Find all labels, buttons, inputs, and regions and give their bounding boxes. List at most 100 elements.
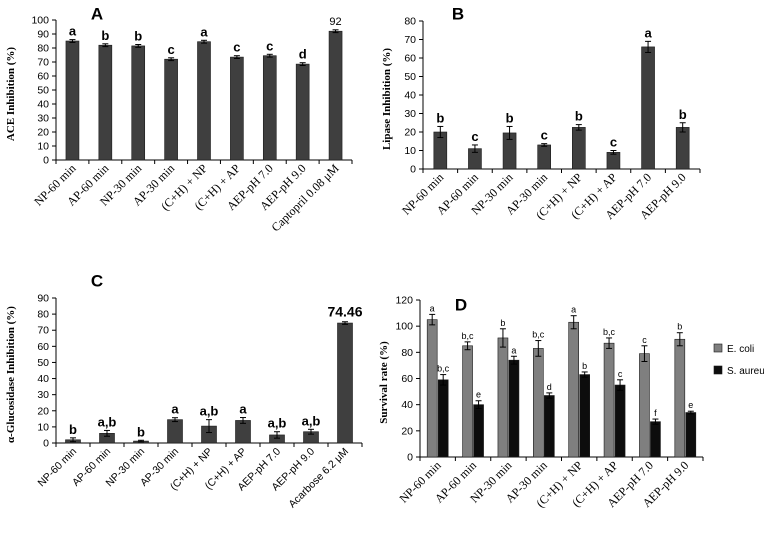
panel-a: A ACE Inhibition (%) 0 10 20 30 40 50 60 70 80 90 10… <box>5 4 353 234</box>
y-tick-label: 100 <box>395 321 413 333</box>
y-tick-label: 10 <box>37 141 49 153</box>
bar-aep-ph-9-0-significance-letter: a,b <box>302 413 321 428</box>
y-tick-label: 90 <box>37 29 49 41</box>
series-e-coli-aep-ph-7-0-significance-letter: c <box>642 335 647 345</box>
y-tick-label: 60 <box>37 341 49 353</box>
bar-c-h-ap-bar <box>230 56 244 161</box>
bar-ap-60-min-significance-letter: c <box>471 129 478 144</box>
series-e-coli-ap-60-min-significance-letter: b,c <box>462 331 475 341</box>
bar-np-30-min-significance-letter: b <box>137 424 145 439</box>
y-tick-label: 10 <box>37 421 49 433</box>
bar-aep-ph-9-0-significance-letter: b <box>679 107 687 122</box>
y-tick-label: 40 <box>404 90 416 102</box>
series-s-aureus-c-h-ap-significance-letter: c <box>618 369 623 379</box>
y-tick-label: 60 <box>404 53 416 65</box>
panel-letter: C <box>91 271 103 290</box>
data-label-acarbose-6-2-m: 74.46 <box>327 304 362 320</box>
series-e-coli-aep-ph-7-0-bar <box>639 353 650 458</box>
bar-ap-30-min-bar <box>167 419 183 444</box>
series-s-aureus-ap-30-min-bar <box>544 395 555 458</box>
legend-label-e-coli: E. coli <box>727 344 754 355</box>
series-e-coli-aep-ph-9-0-bar <box>674 338 686 458</box>
series-e-coli-np-30-min-bar <box>497 337 509 458</box>
series-e-coli-c-h-ap-bar <box>603 342 615 458</box>
y-tick-label: 100 <box>31 15 49 27</box>
y-tick-label: 10 <box>404 145 416 157</box>
bar-c-h-np-bar <box>197 41 211 161</box>
series-e-coli-np-30-min-significance-letter: b <box>500 318 505 328</box>
y-tick-label: 90 <box>37 293 49 305</box>
data-label-captopril-0-08-m: 92 <box>329 16 341 28</box>
y-tick-label: 80 <box>37 309 49 321</box>
bar-aep-ph-9-0-significance-letter: d <box>299 47 307 62</box>
series-s-aureus-ap-60-min-significance-letter: e <box>476 390 481 400</box>
y-tick-label: 80 <box>404 16 416 28</box>
y-tick-label: 20 <box>37 405 49 417</box>
y-tick-label: 70 <box>37 57 49 69</box>
series-s-aureus-ap-30-min-significance-letter: d <box>547 382 552 392</box>
y-tick-label: 40 <box>401 399 413 411</box>
y-tick-label: 50 <box>404 71 416 83</box>
y-tick-label: 70 <box>37 325 49 337</box>
series-e-coli-np-60-min-significance-letter: a <box>430 303 435 313</box>
bar-c-h-ap-significance-letter: c <box>233 40 240 55</box>
bar-ap-30-min-bar <box>164 58 178 161</box>
bar-c-h-np-significance-letter: a <box>200 24 208 39</box>
series-e-coli-np-60-min-bar <box>426 319 438 458</box>
panel-letter: B <box>452 4 464 23</box>
bar-np-30-min-significance-letter: b <box>506 110 514 125</box>
series-s-aureus-np-30-min-significance-letter: a <box>511 345 516 355</box>
y-axis-label: ACE Inhibition (%) <box>5 47 17 141</box>
y-tick-label: 70 <box>404 34 416 46</box>
bar-ap-30-min-significance-letter: a <box>171 402 179 417</box>
y-axis-label: Survival rate (%) <box>378 341 390 424</box>
series-s-aureus-c-h-ap-bar <box>614 384 626 458</box>
y-axis-label: Lipase Inhibition (%) <box>381 48 393 150</box>
bar-aep-ph-9-0-bar <box>675 127 690 170</box>
bar-ap-60-min-bar <box>98 44 113 161</box>
bar-captopril-0-08-m-bar <box>328 30 343 161</box>
legend-label-s-aureus: S. aureus <box>727 366 764 377</box>
bar-aep-ph-7-0-significance-letter: a <box>644 25 652 40</box>
bar-c-h-ap-significance-letter: c <box>610 135 617 150</box>
series-s-aureus-aep-ph-9-0-significance-letter: e <box>688 400 693 410</box>
y-tick-label: 60 <box>401 373 413 385</box>
panel-letter: A <box>91 4 103 23</box>
y-tick-label: 30 <box>37 389 49 401</box>
bar-c-h-ap-significance-letter: a <box>239 402 247 417</box>
panel-letter: D <box>455 295 467 314</box>
series-s-aureus-np-60-min-significance-letter: b,c <box>437 364 450 374</box>
series-s-aureus-aep-ph-7-0-bar <box>650 421 661 458</box>
series-s-aureus-aep-ph-7-0-significance-letter: f <box>654 408 657 418</box>
series-s-aureus-aep-ph-9-0-bar <box>685 412 697 458</box>
bar-acarbose-6-2-m-bar <box>337 322 353 444</box>
y-tick-label: 120 <box>395 295 413 307</box>
bar-ap-30-min-significance-letter: c <box>167 42 174 57</box>
series-e-coli-ap-30-min-significance-letter: b,c <box>532 330 545 340</box>
y-tick-label: 80 <box>37 43 49 55</box>
series-e-coli-ap-60-min-bar <box>462 345 473 458</box>
bar-aep-ph-9-0-bar <box>295 63 310 161</box>
bar-ap-60-min-significance-letter: a,b <box>98 414 117 429</box>
bar-np-60-min-significance-letter: a <box>69 24 77 39</box>
legend-swatch-e-coli <box>713 343 723 353</box>
y-tick-label: 30 <box>37 113 49 125</box>
y-tick-label: 0 <box>43 438 49 450</box>
series-e-coli-ap-30-min-bar <box>533 348 544 458</box>
y-tick-label: 20 <box>37 127 49 139</box>
bar-c-h-np-significance-letter: a,b <box>200 404 219 419</box>
bar-c-h-ap-bar <box>606 152 621 170</box>
series-e-coli-c-h-np-bar <box>568 321 579 458</box>
bar-np-60-min-significance-letter: b <box>69 422 77 437</box>
series-e-coli-aep-ph-9-0-significance-letter: b <box>677 322 682 332</box>
series-s-aureus-c-h-np-bar <box>579 374 590 458</box>
series-s-aureus-c-h-np-significance-letter: b <box>582 361 587 371</box>
y-tick-label: 20 <box>401 425 413 437</box>
bar-ap-30-min-bar <box>537 144 551 170</box>
series-s-aureus-np-30-min-bar <box>508 359 520 458</box>
bar-aep-ph-7-0-significance-letter: c <box>266 38 273 53</box>
y-tick-label: 50 <box>37 357 49 369</box>
series-e-coli-c-h-ap-significance-letter: b,c <box>603 327 616 337</box>
y-tick-label: 30 <box>404 108 416 120</box>
